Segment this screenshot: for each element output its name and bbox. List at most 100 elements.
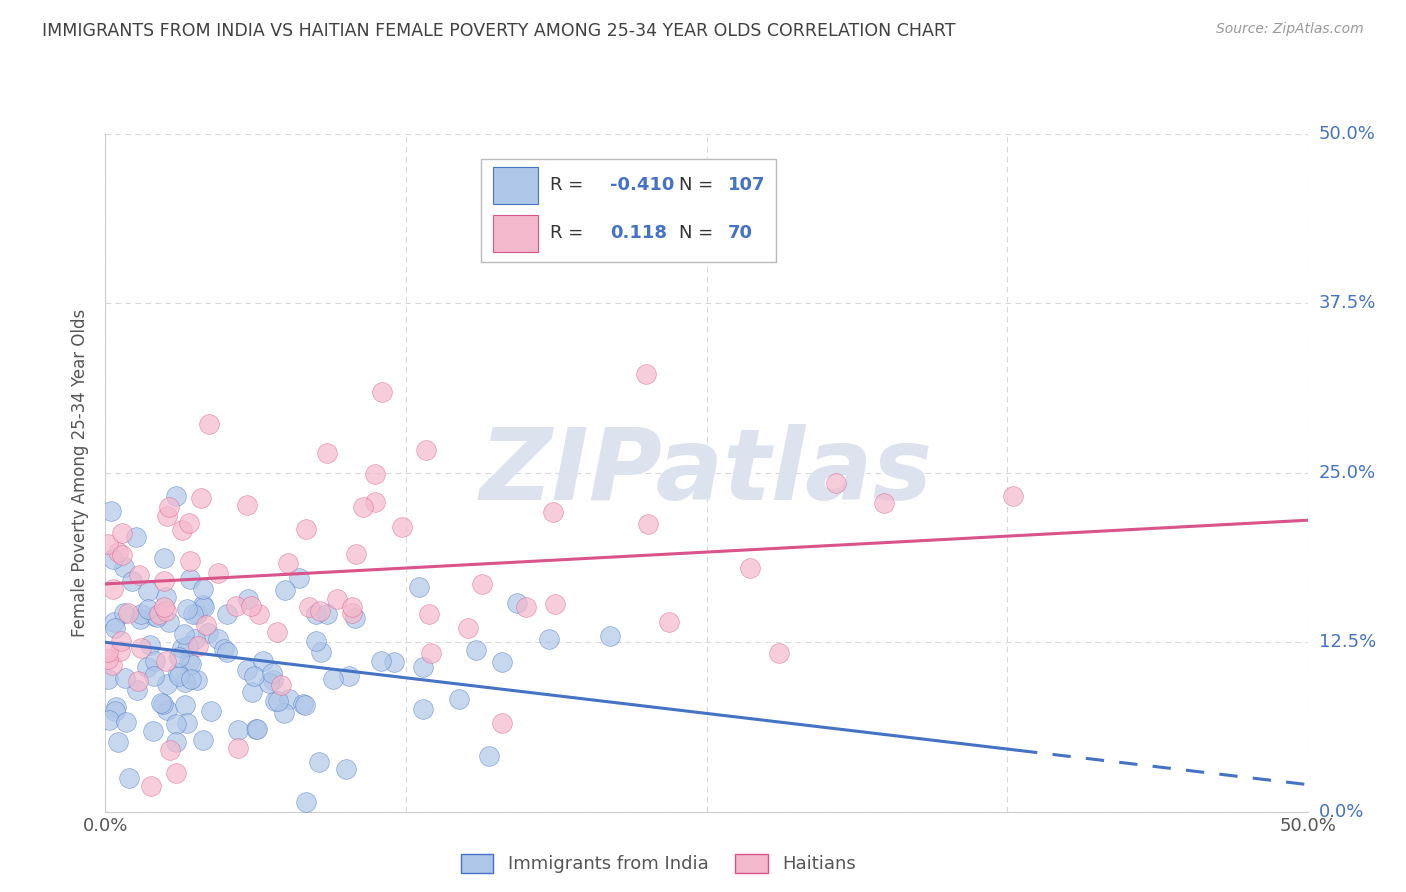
Point [111,548,134,562]
Point [127,673,149,688]
Point [207,566,229,580]
Point [191,582,214,596]
Point [308,756,330,770]
Point [824,475,846,490]
Point [117,607,139,621]
Point [207,632,229,646]
Point [114,671,136,685]
Point [236,664,259,678]
Point [110,634,132,648]
Point [240,685,263,699]
Point [143,669,166,683]
Point [515,599,537,614]
Point [156,703,179,717]
Point [197,417,219,432]
Point [658,615,681,629]
Point [599,629,621,643]
Point [491,655,513,669]
Point [129,607,152,621]
Point [101,582,124,596]
Point [266,625,288,640]
Point [298,600,321,615]
Point [150,696,173,710]
Point [143,609,166,624]
Point [309,604,332,618]
Point [100,504,122,518]
Text: 70: 70 [727,224,752,243]
Point [236,498,259,512]
Point [273,582,295,597]
Point [257,676,280,690]
Point [176,601,198,615]
Point [165,766,187,780]
Point [246,722,269,736]
Point [243,669,266,683]
Point [146,610,169,624]
Point [294,795,316,809]
Point [127,683,149,698]
Point [153,599,176,614]
Point [112,560,135,574]
Point [195,617,218,632]
Point [464,642,486,657]
Point [197,625,219,640]
Point [111,526,134,541]
Point [125,530,148,544]
Point [316,607,339,622]
Point [155,590,177,604]
Point [157,615,180,630]
Point [245,723,267,737]
Text: 50.0%: 50.0% [1319,125,1375,143]
Point [236,592,259,607]
Point [337,669,360,683]
Text: Source: ZipAtlas.com: Source: ZipAtlas.com [1216,22,1364,37]
Text: N =: N = [679,176,714,194]
Point [415,442,437,457]
Point [418,607,440,621]
Point [305,633,328,648]
Y-axis label: Female Poverty Among 25-34 Year Olds: Female Poverty Among 25-34 Year Olds [72,309,90,637]
Legend: Immigrants from India, Haitians: Immigrants from India, Haitians [454,847,863,880]
Text: N =: N = [679,224,714,243]
Point [873,496,896,510]
Point [187,639,209,653]
Point [412,702,434,716]
Point [215,645,238,659]
Point [340,600,363,615]
Point [104,699,127,714]
Point [101,658,124,673]
Point [738,561,761,575]
Point [419,646,441,660]
Point [186,673,208,687]
Point [177,516,200,530]
Point [295,522,318,536]
FancyBboxPatch shape [481,159,776,261]
Point [170,640,193,655]
Point [156,509,179,524]
Point [200,704,222,718]
Text: 107: 107 [727,176,765,194]
Text: R =: R = [550,176,583,194]
Point [115,715,138,730]
Point [107,544,129,558]
Point [543,505,565,519]
Point [165,735,187,749]
Point [104,621,127,635]
Point [278,692,301,706]
Point [183,607,205,622]
Point [155,603,177,617]
Point [322,673,344,687]
Point [537,632,560,646]
FancyBboxPatch shape [494,167,538,203]
Point [262,673,284,688]
Point [143,655,166,669]
Point [343,610,366,624]
Point [267,693,290,707]
Point [176,640,198,654]
Point [352,500,374,514]
Point [264,693,287,707]
Point [382,655,405,669]
Point [141,779,163,793]
Point [768,646,790,660]
Point [316,446,339,460]
